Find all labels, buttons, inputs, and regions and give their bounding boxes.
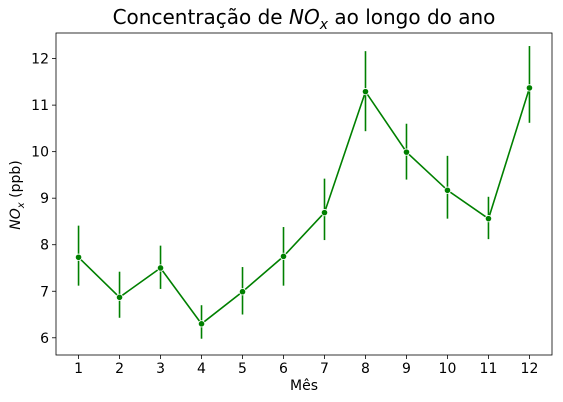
x-tick-label: 6	[279, 361, 288, 377]
y-tick-label: 8	[40, 238, 49, 254]
y-tick-label: 12	[31, 52, 49, 68]
data-point	[279, 252, 288, 260]
x-tick-label: 1	[74, 361, 83, 377]
y-tick-label: 10	[31, 145, 49, 161]
data-point	[115, 293, 124, 301]
y-tick-label: 7	[40, 284, 49, 300]
data-point	[443, 186, 452, 194]
y-axis-label: NOx (ppb)	[8, 160, 27, 229]
x-axis-label: Mês	[290, 378, 318, 394]
x-tick-label: 2	[115, 361, 124, 377]
data-point	[156, 264, 165, 272]
data-point	[361, 88, 370, 96]
chart-title: Concentração de NOx ao longo do ano	[113, 5, 496, 33]
y-tick-label: 9	[40, 191, 49, 207]
data-point	[74, 253, 83, 261]
x-tick-label: 3	[156, 361, 165, 377]
x-tick-label: 4	[197, 361, 206, 377]
data-point	[525, 84, 534, 92]
x-tick-label: 7	[320, 361, 329, 377]
y-tick-label: 11	[31, 98, 49, 114]
plot-frame	[55, 32, 553, 356]
x-tick-label: 12	[521, 361, 539, 377]
data-point	[197, 320, 206, 328]
x-tick-label: 10	[439, 361, 457, 377]
x-tick-label: 5	[238, 361, 247, 377]
data-point	[402, 148, 411, 156]
x-tick-label: 11	[480, 361, 498, 377]
y-tick-label: 6	[40, 331, 49, 347]
data-point	[320, 209, 329, 217]
x-tick-label: 8	[361, 361, 370, 377]
x-tick-label: 9	[402, 361, 411, 377]
series-line	[77, 87, 531, 325]
data-point	[238, 288, 247, 296]
data-point	[484, 215, 493, 223]
